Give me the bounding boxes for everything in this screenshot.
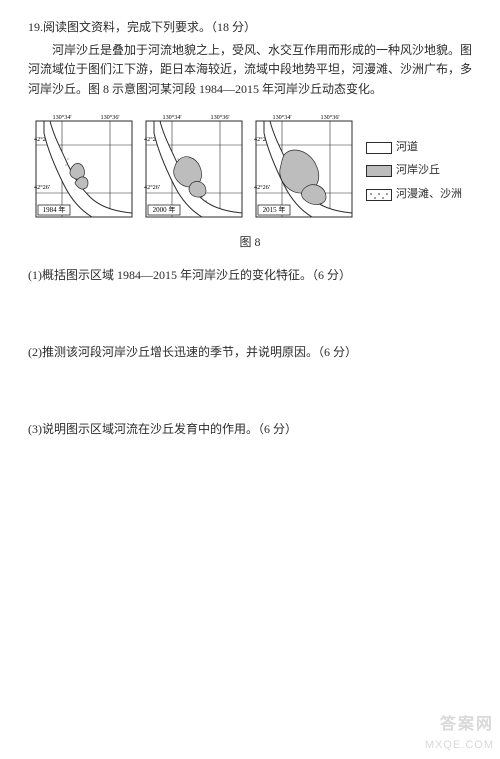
lon-label: 130°34' [162, 114, 181, 121]
lat-label-2: 42°26' [254, 184, 270, 191]
legend: 河道 河岸沙丘 河漫滩、沙洲 [366, 139, 462, 204]
lat-label-2: 42°26' [144, 184, 160, 191]
legend-label: 河岸沙丘 [396, 162, 440, 180]
lon-label: 130°36' [210, 114, 229, 121]
watermark-line1: 答案网 [425, 712, 494, 738]
legend-swatch-dune [366, 165, 392, 177]
legend-item: 河岸沙丘 [366, 162, 462, 180]
watermark: 答案网 MXQE.COM [425, 712, 494, 755]
subquestion-1: (1)概括图示区域 1984—2015 年河岸沙丘的变化特征。（6 分） [28, 266, 472, 285]
subquestion-3: (3)说明图示区域河流在沙丘发育中的作用。（6 分） [28, 420, 472, 439]
legend-label: 河漫滩、沙洲 [396, 186, 462, 204]
question-head: 19.阅读图文资料，完成下列要求。（18 分） [28, 18, 472, 37]
question-number: 19. [28, 20, 43, 34]
lat-label-2: 42°26' [34, 184, 50, 191]
map-panel-1984: 130°34' 130°36' 42°28' 42°26' [32, 111, 136, 231]
maps-row: 130°34' 130°36' 42°28' 42°26' [32, 111, 468, 231]
lon-label: 130°34' [52, 114, 71, 121]
lon-label: 130°36' [100, 114, 119, 121]
legend-label: 河道 [396, 139, 418, 157]
map-panel-2000: 130°34' 130°36' 42°28' 42°26' 2000 年 [142, 111, 246, 231]
figure-8: 130°34' 130°36' 42°28' 42°26' [28, 105, 472, 256]
panel-year: 1984 年 [43, 205, 66, 214]
question-intro: 河岸沙丘是叠加于河流地貌之上，受风、水交互作用而形成的一种风沙地貌。图河流域位于… [28, 41, 472, 99]
map-panel-2015: 130°34' 130°36' 42°28' 42°26' 2015 年 [252, 111, 356, 231]
panel-year: 2015 年 [263, 205, 286, 214]
subquestion-2: (2)推测该河段河岸沙丘增长迅速的季节，并说明原因。（6 分） [28, 343, 472, 362]
watermark-line2: MXQE.COM [425, 737, 494, 755]
lon-label: 130°36' [320, 114, 339, 121]
legend-swatch-channel [366, 142, 392, 154]
figure-caption: 图 8 [32, 233, 468, 252]
legend-swatch-floodplain [366, 189, 392, 201]
question-title: 阅读图文资料，完成下列要求。（18 分） [43, 20, 256, 34]
legend-item: 河道 [366, 139, 462, 157]
legend-item: 河漫滩、沙洲 [366, 186, 462, 204]
panel-year: 2000 年 [153, 205, 176, 214]
lon-label: 130°34' [272, 114, 291, 121]
